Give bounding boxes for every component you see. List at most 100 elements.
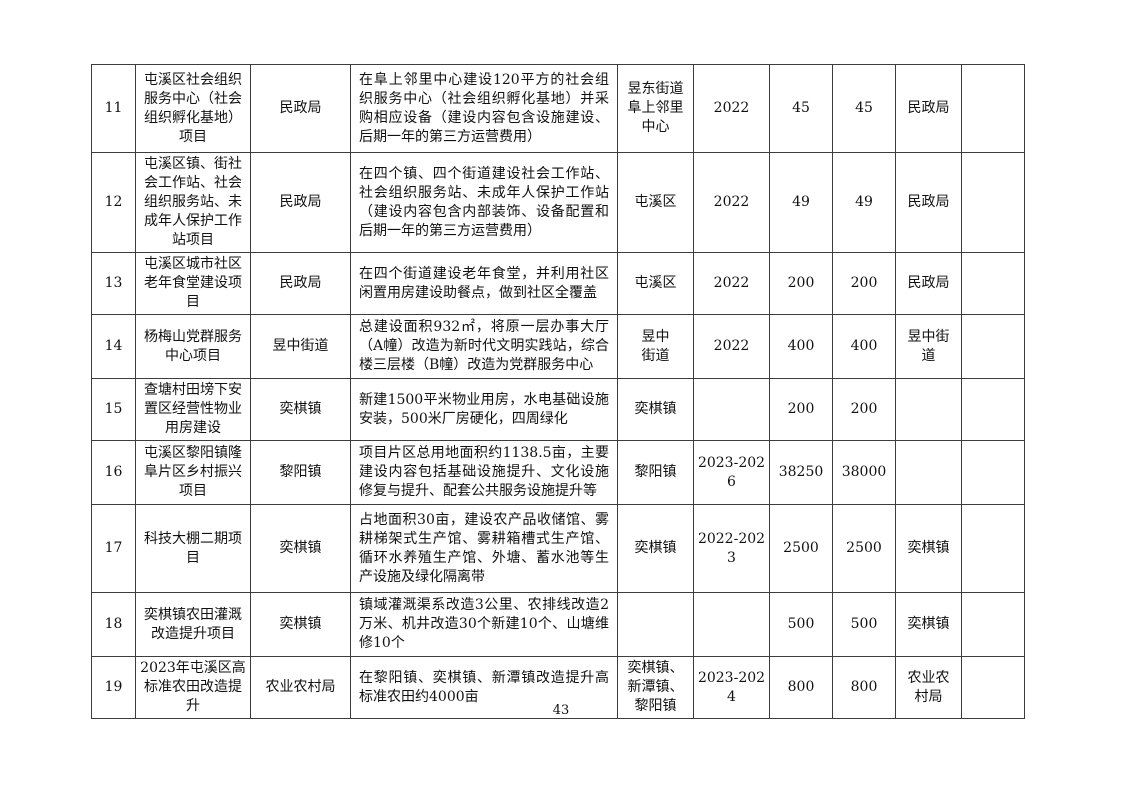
cell-project-name: 屯溪区黎阳镇隆阜片区乡村振兴项目 xyxy=(135,440,251,505)
cell-remark xyxy=(961,592,1025,657)
cell-amount: 38000 xyxy=(832,440,896,505)
cell-row-number: 14 xyxy=(91,314,136,379)
table-row: 19 2023年屯溪区高标准农田改造提升 农业农村局 在黎阳镇、奕棋镇、新潭镇改… xyxy=(91,656,1025,719)
cell-row-number: 11 xyxy=(91,64,136,153)
cell-remark xyxy=(961,378,1025,441)
cell-responsible-unit: 昱中街 道 xyxy=(895,314,962,379)
cell-years: 2022-2023 xyxy=(693,504,770,593)
cell-row-number: 12 xyxy=(91,152,136,253)
cell-remark xyxy=(961,656,1025,719)
cell-total-investment: 2500 xyxy=(769,504,833,593)
cell-construction-content: 在四个街道建设老年食堂，并利用社区闲置用房建设助餐点，做到社区全覆盖 xyxy=(350,252,618,315)
cell-responsible-unit: 农业农 村局 xyxy=(895,656,962,719)
cell-construction-content: 新建1500平米物业用房，水电基础设施安装，500米厂房硬化，四周绿化 xyxy=(350,378,618,441)
cell-row-number: 18 xyxy=(91,592,136,657)
cell-remark xyxy=(961,440,1025,505)
cell-project-name: 查塘村田塝下安置区经营性物业用房建设 xyxy=(135,378,251,441)
cell-unit: 农业农村局 xyxy=(250,656,351,719)
cell-location: 奕棋镇 xyxy=(617,504,694,593)
cell-unit: 昱中街道 xyxy=(250,314,351,379)
cell-responsible-unit: 奕棋镇 xyxy=(895,592,962,657)
cell-unit: 黎阳镇 xyxy=(250,440,351,505)
cell-remark xyxy=(961,504,1025,593)
cell-construction-content: 总建设面积932㎡，将原一层办事大厅（A幢）改造为新时代文明实践站，综合楼三层楼… xyxy=(350,314,618,379)
cell-responsible-unit: 民政局 xyxy=(895,64,962,153)
cell-project-name: 科技大棚二期项目 xyxy=(135,504,251,593)
cell-unit: 奕棋镇 xyxy=(250,378,351,441)
cell-unit: 民政局 xyxy=(250,152,351,253)
cell-responsible-unit: 民政局 xyxy=(895,252,962,315)
cell-remark xyxy=(961,314,1025,379)
table-row: 16 屯溪区黎阳镇隆阜片区乡村振兴项目 黎阳镇 项目片区总用地面积约1138.5… xyxy=(91,440,1025,505)
cell-row-number: 19 xyxy=(91,656,136,719)
cell-unit: 奕棋镇 xyxy=(250,592,351,657)
cell-location: 奕棋镇、 新潭镇、 黎阳镇 xyxy=(617,656,694,719)
cell-location: 屯溪区 xyxy=(617,252,694,315)
cell-amount: 500 xyxy=(832,592,896,657)
cell-construction-content: 在黎阳镇、奕棋镇、新潭镇改造提升高标准农田约4000亩 xyxy=(350,656,618,719)
cell-construction-content: 占地面积30亩，建设农产品收储馆、雾耕梯架式生产馆、雾耕箱槽式生产馆、循环水养殖… xyxy=(350,504,618,593)
table-row: 12 屯溪区镇、街社会工作站、社会组织服务站、未成年人保护工作站项目 民政局 在… xyxy=(91,152,1025,253)
cell-unit: 民政局 xyxy=(250,252,351,315)
cell-location: 屯溪区 xyxy=(617,152,694,253)
cell-unit: 民政局 xyxy=(250,64,351,153)
cell-amount: 400 xyxy=(832,314,896,379)
cell-years: 2022 xyxy=(693,252,770,315)
cell-total-investment: 500 xyxy=(769,592,833,657)
table-row: 18 奕棋镇农田灌溉改造提升项目 奕棋镇 镇域灌溉渠系改造3公里、农排线改造2万… xyxy=(91,592,1025,657)
cell-amount: 800 xyxy=(832,656,896,719)
cell-remark xyxy=(961,152,1025,253)
table-row: 17 科技大棚二期项目 奕棋镇 占地面积30亩，建设农产品收储馆、雾耕梯架式生产… xyxy=(91,504,1025,593)
table-row: 15 查塘村田塝下安置区经营性物业用房建设 奕棋镇 新建1500平米物业用房，水… xyxy=(91,378,1025,441)
table-row: 14 杨梅山党群服务中心项目 昱中街道 总建设面积932㎡，将原一层办事大厅（A… xyxy=(91,314,1025,379)
cell-project-name: 杨梅山党群服务中心项目 xyxy=(135,314,251,379)
cell-responsible-unit: 奕棋镇 xyxy=(895,504,962,593)
cell-total-investment: 200 xyxy=(769,252,833,315)
cell-construction-content: 在四个镇、四个街道建设社会工作站、社会组织服务站、未成年人保护工作站（建设内容包… xyxy=(350,152,618,253)
cell-remark xyxy=(961,64,1025,153)
cell-remark xyxy=(961,252,1025,315)
cell-years: 2022 xyxy=(693,64,770,153)
cell-location xyxy=(617,592,694,657)
cell-project-name: 奕棋镇农田灌溉改造提升项目 xyxy=(135,592,251,657)
cell-total-investment: 38250 xyxy=(769,440,833,505)
cell-location: 奕棋镇 xyxy=(617,378,694,441)
cell-years: 2023-2026 xyxy=(693,440,770,505)
cell-construction-content: 项目片区总用地面积约1138.5亩，主要建设内容包括基础设施提升、文化设施修复与… xyxy=(350,440,618,505)
cell-responsible-unit: 民政局 xyxy=(895,152,962,253)
cell-years xyxy=(693,378,770,441)
cell-responsible-unit xyxy=(895,440,962,505)
cell-amount: 2500 xyxy=(832,504,896,593)
cell-row-number: 13 xyxy=(91,252,136,315)
cell-amount: 200 xyxy=(832,378,896,441)
cell-total-investment: 200 xyxy=(769,378,833,441)
cell-construction-content: 镇域灌溉渠系改造3公里、农排线改造2万米、机井改造30个新建10个、山塘维修10… xyxy=(350,592,618,657)
cell-total-investment: 400 xyxy=(769,314,833,379)
cell-location: 昱东街道 阜上邻里 中心 xyxy=(617,64,694,153)
page-number: 43 xyxy=(552,703,570,718)
cell-amount: 49 xyxy=(832,152,896,253)
cell-amount: 200 xyxy=(832,252,896,315)
cell-years: 2022 xyxy=(693,152,770,253)
project-table: 11 屯溪区社会组织服务中心（社会组织孵化基地）项目 民政局 在阜上邻里中心建设… xyxy=(91,64,1025,719)
cell-row-number: 16 xyxy=(91,440,136,505)
cell-row-number: 17 xyxy=(91,504,136,593)
cell-project-name: 屯溪区城市社区老年食堂建设项目 xyxy=(135,252,251,315)
cell-location: 黎阳镇 xyxy=(617,440,694,505)
cell-years xyxy=(693,592,770,657)
cell-total-investment: 49 xyxy=(769,152,833,253)
cell-project-name: 屯溪区镇、街社会工作站、社会组织服务站、未成年人保护工作站项目 xyxy=(135,152,251,253)
cell-construction-content: 在阜上邻里中心建设120平方的社会组织服务中心（社会组织孵化基地）并采购相应设备… xyxy=(350,64,618,153)
cell-total-investment: 800 xyxy=(769,656,833,719)
cell-total-investment: 45 xyxy=(769,64,833,153)
cell-amount: 45 xyxy=(832,64,896,153)
cell-project-name: 2023年屯溪区高标准农田改造提升 xyxy=(135,656,251,719)
cell-row-number: 15 xyxy=(91,378,136,441)
cell-location: 昱中 街道 xyxy=(617,314,694,379)
cell-project-name: 屯溪区社会组织服务中心（社会组织孵化基地）项目 xyxy=(135,64,251,153)
table-row: 11 屯溪区社会组织服务中心（社会组织孵化基地）项目 民政局 在阜上邻里中心建设… xyxy=(91,64,1025,153)
cell-responsible-unit xyxy=(895,378,962,441)
cell-unit: 奕棋镇 xyxy=(250,504,351,593)
table-row: 13 屯溪区城市社区老年食堂建设项目 民政局 在四个街道建设老年食堂，并利用社区… xyxy=(91,252,1025,315)
